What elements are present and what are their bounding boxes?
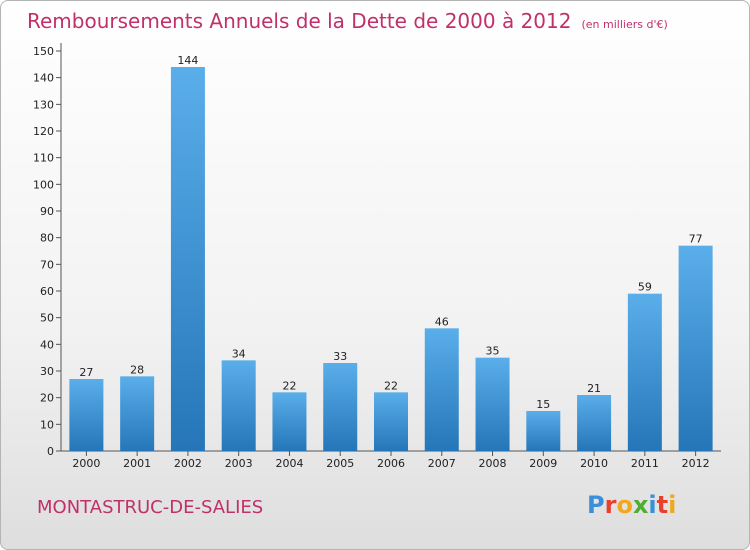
y-tick-label: 140 [33,72,54,85]
logo-letter: t [656,491,669,519]
chart-bars: 27 28 144 34 22 33 22 46 35 15 21 59 77 [69,54,713,451]
data-label-2008: 35 [486,345,500,358]
x-tick-label-2006: 2006 [377,457,405,470]
x-tick-label-2004: 2004 [275,457,303,470]
chart-axes: 0 10 20 30 40 50 60 70 80 90 100 110 120 130 140 150 200… [33,43,721,470]
data-label-2003: 34 [232,347,246,360]
y-tick-label: 130 [33,98,54,111]
bar-2012 [678,245,713,451]
x-tick-label-2003: 2003 [225,457,253,470]
y-tick-label: 40 [40,338,54,351]
bar-2004 [272,392,307,451]
data-label-2000: 27 [79,366,93,379]
bar-2008 [475,357,510,451]
y-tick-label: 50 [40,312,54,325]
data-label-2007: 46 [435,315,449,328]
y-tick-label: 100 [33,178,54,191]
y-tick-label: 10 [40,418,54,431]
y-tick-label: 150 [33,45,54,58]
x-tick-label-2011: 2011 [631,457,659,470]
bar-2006 [374,392,408,451]
proxiti-logo: Proxiti [587,491,676,519]
y-tick-label: 60 [40,285,54,298]
x-tick-label-2001: 2001 [123,457,151,470]
bar-2011 [627,293,662,451]
logo-letter: r [604,491,617,519]
chart-title: Remboursements Annuels de la Dette de 20… [27,9,668,33]
x-tick-label-2002: 2002 [174,457,202,470]
data-label-2011: 59 [638,281,652,294]
bar-2001 [120,376,155,451]
x-tick-label-2000: 2000 [72,457,100,470]
bar-2003 [221,360,256,451]
x-tick-label-2010: 2010 [580,457,608,470]
x-tick-label-2007: 2007 [428,457,456,470]
bar-2010 [577,395,612,451]
data-label-2010: 21 [587,382,601,395]
data-label-2006: 22 [384,379,398,392]
y-tick-label: 0 [47,445,54,458]
data-label-2005: 33 [333,350,347,363]
y-tick-label: 120 [33,125,54,138]
y-tick-label: 90 [40,205,54,218]
bar-2002 [170,67,205,451]
chart-title-text: Remboursements Annuels de la Dette de 20… [27,9,572,33]
data-label-2001: 28 [130,363,144,376]
y-tick-label: 80 [40,232,54,245]
logo-letter: x [632,491,649,519]
logo-letter: o [616,491,633,519]
bar-2000 [69,379,104,451]
logo-letter: P [587,491,605,519]
logo-letter: i [668,491,677,519]
data-label-2004: 22 [282,379,296,392]
bar-2007 [424,328,459,451]
x-tick-label-2005: 2005 [326,457,354,470]
chart-subtitle: (en milliers d'€) [581,18,668,31]
x-tick-label-2009: 2009 [529,457,557,470]
y-tick-label: 30 [40,365,54,378]
logo-letter: i [648,491,657,519]
data-label-2002: 144 [177,54,198,67]
y-tick-label: 70 [40,258,54,271]
y-tick-label: 20 [40,392,54,405]
data-label-2012: 77 [689,233,703,246]
bar-2005 [323,363,358,451]
data-label-2009: 15 [536,398,550,411]
bar-2009 [526,411,561,451]
x-tick-label-2012: 2012 [682,457,710,470]
commune-name: MONTASTRUC-DE-SALIES [37,497,264,518]
x-tick-label-2008: 2008 [479,457,507,470]
y-tick-label: 110 [33,152,54,165]
